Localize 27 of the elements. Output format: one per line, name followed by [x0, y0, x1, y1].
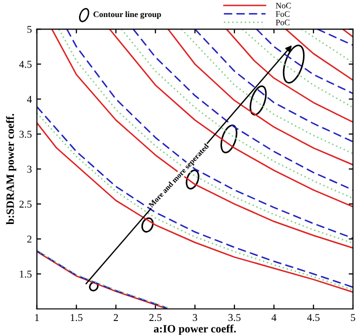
x-tick-label: 4.5 [307, 314, 320, 322]
y-tick-label: 4.5 [19, 60, 32, 68]
x-tick-label: 4 [272, 314, 276, 321]
y-tick-label: 2 [27, 236, 32, 243]
y-tick-label: 3 [27, 166, 32, 173]
x-tick-label: 3.5 [228, 314, 241, 322]
y-tick-label: 5 [27, 26, 32, 33]
x-tick-label: 3 [192, 314, 198, 322]
line-series [226, 29, 353, 123]
x-tick-label: 1.5 [70, 314, 82, 322]
y-tick-label: 2.5 [19, 200, 32, 208]
y-tick-label: 1.5 [20, 270, 32, 278]
line-series [256, 29, 353, 94]
x-tick-label: 2 [114, 314, 118, 321]
line-series [194, 29, 353, 142]
y-tick-label: 4 [27, 96, 32, 103]
x-tick-label: 1 [35, 314, 39, 321]
line-series [242, 29, 353, 108]
x-tick-label: 5 [350, 314, 356, 322]
y-axis-title: b:SDRAM power coeff. [6, 114, 16, 224]
x-axis-title: a:IO power coeff. [154, 324, 236, 335]
y-tick-label: 3.5 [19, 130, 32, 138]
x-tick-label: 2.5 [149, 314, 162, 322]
text: Contour line group [93, 11, 161, 19]
legend-label: FoC [276, 11, 290, 17]
legend-label: PoC [276, 20, 290, 26]
legend-label: NoC [276, 2, 291, 8]
